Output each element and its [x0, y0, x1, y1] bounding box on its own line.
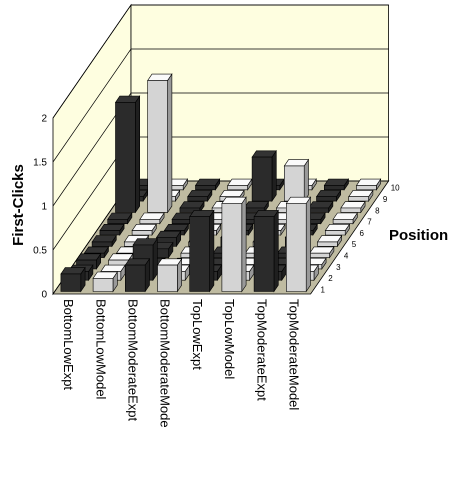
y-tick-label: 2 — [41, 114, 47, 125]
bar — [92, 271, 118, 293]
z-tick-label: 2 — [328, 274, 333, 283]
bar — [189, 209, 215, 293]
z-tick-label: 4 — [344, 251, 349, 260]
y-tick-label: 1.5 — [33, 158, 47, 169]
bar — [227, 178, 253, 191]
bar — [253, 209, 279, 293]
z-axis-title: Position — [389, 227, 448, 244]
bar — [187, 189, 213, 203]
bar — [194, 178, 221, 191]
bar — [332, 212, 358, 225]
bar — [324, 223, 351, 236]
z-tick-label: 6 — [360, 229, 365, 238]
y-gridline — [52, 48, 389, 163]
x-tick-labels: BottomLowExpt BottomLowModel BottomModerat… — [61, 299, 301, 428]
bar — [315, 189, 342, 203]
bar — [60, 266, 86, 293]
bar — [139, 212, 165, 225]
bar — [99, 223, 125, 236]
z-tick-label: 9 — [383, 195, 388, 204]
z-tick-label: 10 — [391, 184, 400, 193]
y-gridline — [52, 92, 389, 207]
bar — [156, 257, 183, 293]
x-tick-label: BottomLowModel — [93, 299, 108, 400]
bar — [348, 189, 374, 203]
bar — [107, 212, 133, 225]
bar — [340, 200, 366, 214]
bars-layer — [60, 73, 382, 293]
x-tick-label: TopLowModel — [222, 299, 237, 379]
bar — [91, 234, 117, 248]
bar — [316, 234, 343, 248]
x-tick-label: TopModerateExpt — [254, 299, 269, 401]
x-tick-label: BottomModerateMode — [158, 299, 173, 428]
y-axis-title: First-Clicks — [10, 164, 27, 246]
y-tick-label: 0.5 — [33, 246, 47, 257]
bar — [147, 73, 173, 214]
bar — [114, 95, 141, 214]
bar — [221, 196, 247, 293]
z-tick-label: 3 — [336, 263, 341, 272]
bar — [308, 200, 334, 214]
x-tick-label: TopLowExpt — [190, 299, 205, 370]
bar — [323, 178, 350, 191]
bar — [251, 149, 277, 203]
z-tick-label: 1 — [321, 285, 326, 294]
bar — [355, 178, 382, 191]
bar — [309, 245, 335, 259]
z-tick-label: 7 — [367, 218, 372, 227]
y-gridline — [52, 4, 389, 119]
bar — [285, 196, 312, 293]
x-tick-label: BottomModerateExpt — [126, 299, 141, 422]
bar — [124, 257, 151, 293]
z-tick-label: 5 — [352, 240, 357, 249]
x-tick-label: BottomLowExpt — [61, 299, 76, 390]
y-tick-label: 0 — [41, 290, 47, 301]
y-tick-label: 1 — [41, 202, 47, 213]
x-tick-label: TopModerateModel — [287, 299, 302, 410]
y-tick-labels: 0 0.5 1 1.5 2 — [33, 114, 47, 301]
bar — [131, 223, 157, 236]
bar — [283, 158, 310, 203]
z-tick-label: 8 — [375, 206, 380, 215]
